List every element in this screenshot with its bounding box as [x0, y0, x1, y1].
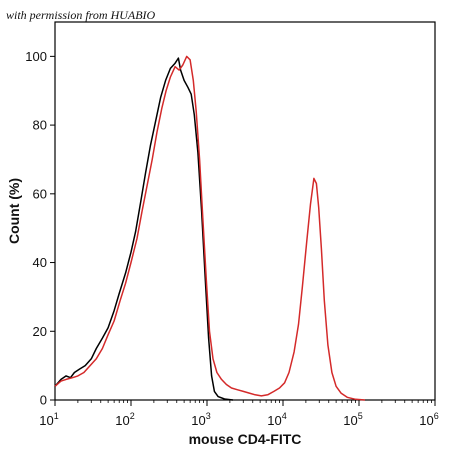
y-tick-label: 80 — [33, 118, 47, 133]
x-axis-title: mouse CD4-FITC — [189, 431, 302, 447]
watermark-text: with permission from HUABIO — [6, 8, 156, 22]
y-tick-label: 100 — [25, 49, 47, 64]
x-tick-label: 103 — [191, 411, 210, 428]
x-tick-label: 105 — [343, 411, 362, 428]
plot-area — [54, 21, 436, 401]
y-tick-label: 60 — [33, 186, 47, 201]
plot-frame — [54, 21, 436, 401]
x-tick-label: 106 — [419, 411, 438, 428]
x-tick-label: 102 — [115, 411, 134, 428]
x-tick-label: 104 — [267, 411, 286, 428]
series-line-1 — [54, 57, 234, 401]
y-tick-label: 0 — [40, 393, 47, 408]
y-tick-label: 20 — [33, 324, 47, 339]
axes-group: 0 20 40 60 80 100 101 102 103 104 105 106 — [25, 49, 438, 428]
x-tick-label: 101 — [39, 411, 58, 428]
series-group — [54, 55, 366, 401]
y-tick-label: 40 — [33, 255, 47, 270]
y-axis-title: Count (%) — [6, 178, 22, 244]
series-line-2 — [54, 55, 366, 401]
